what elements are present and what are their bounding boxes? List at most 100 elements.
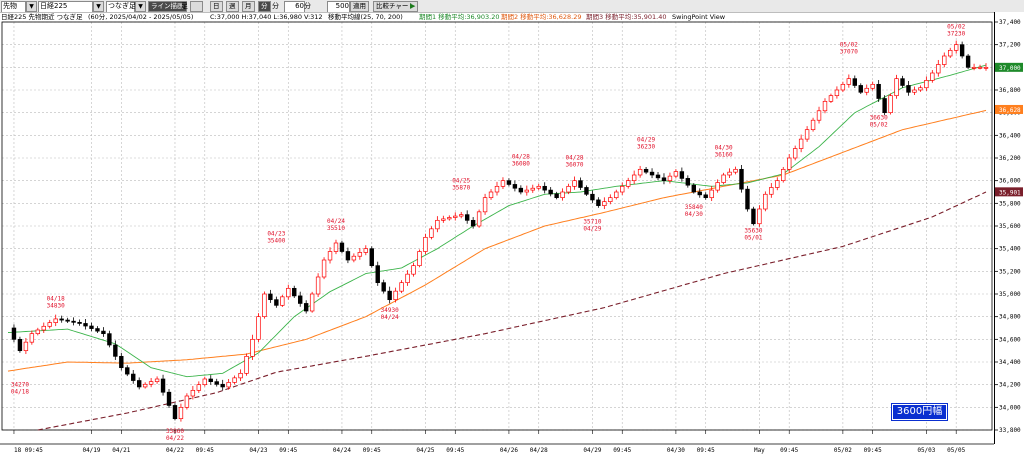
candle-body xyxy=(292,287,297,297)
candle-body xyxy=(697,191,702,196)
index-select[interactable]: 日経225 xyxy=(38,1,93,12)
swing-value-label: 36630 xyxy=(870,114,888,121)
candle-body xyxy=(429,228,434,238)
swing-date-label: 05/02 xyxy=(870,121,888,128)
chevron-down-icon[interactable]: ▼ xyxy=(26,1,37,12)
price-tag-label: 37,000 xyxy=(999,65,1021,72)
candle-body xyxy=(816,110,822,121)
candle-body xyxy=(548,189,553,195)
market-select[interactable]: 先物 xyxy=(1,1,26,12)
y-tick-label: 35,800 xyxy=(999,200,1021,207)
tab-month[interactable]: 月 xyxy=(242,1,255,12)
candle-body xyxy=(620,185,625,193)
candle-body xyxy=(673,171,679,177)
candle-body xyxy=(53,318,58,323)
tab-week[interactable]: 週 xyxy=(226,1,239,12)
contract-select[interactable]: つなぎ足 xyxy=(106,1,136,12)
candle-body xyxy=(411,265,416,275)
candle-body xyxy=(524,189,530,193)
x-tick-label: 04/26 xyxy=(500,447,518,454)
swing-date-label: 04/23 xyxy=(267,231,285,238)
candle-body xyxy=(936,64,941,74)
play-icon[interactable]: ▶ xyxy=(410,2,416,10)
candle-body xyxy=(315,276,321,295)
candle-body xyxy=(691,184,696,193)
candle-body xyxy=(154,378,160,382)
candle-body xyxy=(948,49,953,57)
y-tick-label: 35,200 xyxy=(999,268,1021,275)
x-tick-label: May xyxy=(754,447,765,454)
candle-body xyxy=(643,168,649,173)
candle-body xyxy=(184,395,190,408)
y-tick-label: 33,800 xyxy=(999,427,1021,434)
swing-date-label: 04/30 xyxy=(685,211,703,218)
swing-date-label: 04/29 xyxy=(583,226,601,233)
swing-date-label: 04/24 xyxy=(381,314,399,321)
candle-body xyxy=(763,193,768,210)
tab-day[interactable]: 日 xyxy=(210,1,223,12)
candle-body xyxy=(888,95,893,114)
x-axis: 18 09:45 04/19 04/21 04/22 09:45 04/23 09:45 04… xyxy=(0,430,994,454)
swing-date-label: 04/28 xyxy=(565,155,583,162)
candle-body xyxy=(125,367,130,375)
swing-value-label: 35510 xyxy=(327,225,345,232)
price-tag-label: 35,901 xyxy=(999,189,1021,196)
candle-body xyxy=(560,191,565,199)
candle-body xyxy=(131,373,136,381)
candle-body xyxy=(399,282,404,292)
bars-input[interactable]: 500 xyxy=(327,1,350,12)
candle-body xyxy=(351,255,357,261)
swing-value-label: 35400 xyxy=(267,238,285,245)
candle-body xyxy=(834,89,840,97)
chevron-down-icon[interactable]: ▼ xyxy=(93,1,104,12)
candle-body xyxy=(840,83,846,91)
candle-body xyxy=(447,217,452,220)
candle-body xyxy=(321,259,327,278)
candle-body xyxy=(679,171,685,179)
plot-frame xyxy=(1,21,993,431)
blank-button[interactable] xyxy=(190,1,203,12)
candle-body xyxy=(781,168,786,182)
swing-value-label: 34270 xyxy=(11,382,29,389)
swing-value-label: 35840 xyxy=(685,204,703,211)
candle-body xyxy=(572,180,577,187)
tab-minute[interactable]: 分 xyxy=(258,1,271,12)
chart-info-line: 日経225 先物期近 つなぎ足 (60分, 2025/04/02 - 2025/… xyxy=(0,12,990,22)
candle-body xyxy=(214,381,219,385)
candle-body xyxy=(41,325,46,331)
candle-body xyxy=(631,174,637,182)
x-tick-label: 09:45 xyxy=(780,447,798,454)
swing-date-label: 04/25 xyxy=(452,177,470,184)
x-tick-label: 04/19 xyxy=(82,447,100,454)
candle-body xyxy=(864,87,869,93)
minutes-input[interactable]: 60 xyxy=(284,1,305,12)
swing-date-label: 04/22 xyxy=(166,435,184,442)
y-axis: 33,800 34,000 34,200 34,400 34,600 34,800 35,0… xyxy=(994,19,1023,434)
candle-body xyxy=(309,293,315,312)
mode-label: 足 xyxy=(181,2,188,10)
candle-body xyxy=(262,293,267,318)
candle-body xyxy=(775,180,780,188)
chevron-down-icon[interactable]: ▼ xyxy=(135,1,146,12)
swing-value-label: 35630 xyxy=(744,228,762,235)
apply-button[interactable]: 適用 xyxy=(350,1,369,12)
swing-value-label: 34830 xyxy=(47,302,65,309)
x-tick-label: 04/24 xyxy=(333,447,351,454)
price-tag xyxy=(995,104,1023,114)
candle-body xyxy=(715,182,720,191)
candle-body xyxy=(578,180,583,188)
symbol-label: 日経225 先物期近 つなぎ足 xyxy=(1,13,83,21)
candle-body xyxy=(470,219,476,227)
moving-average-lines xyxy=(7,64,987,431)
ma70-line xyxy=(7,109,987,372)
candle-body xyxy=(393,290,398,301)
range-badge: 3600円幅 xyxy=(891,403,948,421)
line-draw-button[interactable]: ライン描画 xyxy=(148,1,187,12)
candle-body xyxy=(500,180,506,187)
candle-body xyxy=(23,341,29,352)
candle-body xyxy=(828,95,834,102)
candle-body xyxy=(739,168,744,190)
candle-body xyxy=(727,171,732,176)
candle-body xyxy=(238,372,243,379)
compare-chart-button[interactable]: 比較チャート xyxy=(373,1,418,12)
